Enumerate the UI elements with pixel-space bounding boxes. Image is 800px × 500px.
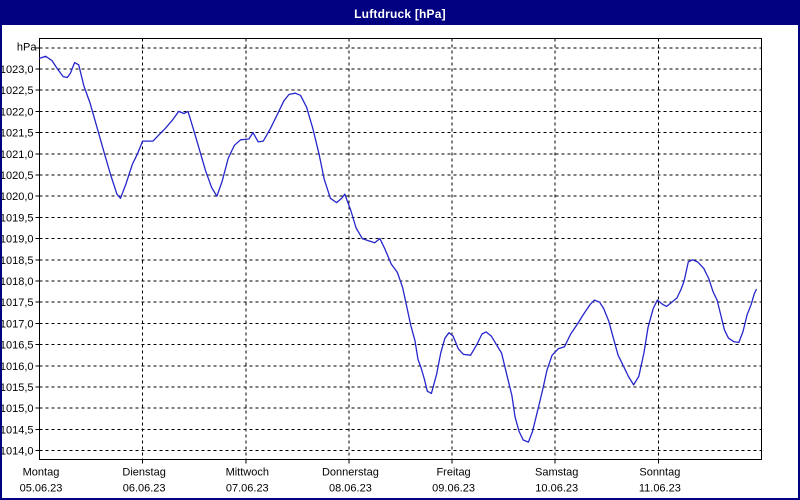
- y-tick-label: 1022,5: [2, 85, 34, 97]
- y-tick-label: 1016,5: [2, 340, 34, 352]
- x-day-label: Dienstag: [122, 467, 165, 479]
- y-tick-label: 1018,5: [2, 255, 34, 267]
- plot-frame: [39, 38, 762, 460]
- window-title: Luftdruck [hPa]: [354, 6, 446, 21]
- x-date-label: 11.06.23: [639, 483, 681, 495]
- x-day-label: Donnerstag: [322, 467, 379, 479]
- y-tick-label: 1017,0: [2, 318, 34, 330]
- pressure-chart: 1023,0 1022,5 1022,0 1021,5 1021,0 1020,5 1020…: [2, 25, 798, 498]
- y-tick-label: 1021,5: [2, 128, 34, 140]
- x-date-label: 07.06.23: [226, 483, 269, 495]
- y-tick-label: 1020,5: [2, 170, 34, 182]
- y-tick-label: 1015,0: [2, 403, 34, 415]
- y-tick-label: 1020,0: [2, 191, 34, 203]
- title-bar: Luftdruck [hPa]: [2, 2, 798, 25]
- y-tick-label: 1015,5: [2, 382, 34, 394]
- x-date-label: 05.06.23: [20, 483, 63, 495]
- y-tick-label: 1022,0: [2, 106, 34, 118]
- y-tick-label: 1014,0: [2, 446, 34, 458]
- x-date-label: 10.06.23: [535, 483, 578, 495]
- y-tick-label: 1016,0: [2, 361, 34, 373]
- x-day-label: Samstag: [535, 467, 578, 479]
- x-date-label: 08.06.23: [329, 483, 372, 495]
- chart-background: [2, 25, 798, 498]
- x-day-label: Mittwoch: [226, 467, 269, 479]
- x-day-label: Montag: [23, 467, 60, 479]
- x-day-label: Sonntag: [639, 467, 680, 479]
- x-day-label: Freitag: [436, 467, 470, 479]
- y-tick-label: 1017,5: [2, 297, 34, 309]
- y-tick-label: 1014,5: [2, 424, 34, 436]
- y-tick-label: 1019,5: [2, 212, 34, 224]
- y-tick-label: 1018,0: [2, 276, 34, 288]
- x-date-label: 09.06.23: [432, 483, 475, 495]
- y-tick-label: 1021,0: [2, 149, 34, 161]
- pressure-line: [38, 55, 757, 443]
- y-tick-label: 1019,0: [2, 234, 34, 246]
- chart-area: 1023,0 1022,5 1022,0 1021,5 1021,0 1020,5 1020…: [2, 25, 798, 498]
- x-date-label: 06.06.23: [123, 483, 166, 495]
- y-axis-unit-label: hPa: [17, 42, 37, 54]
- y-tick-label: 1023,0: [2, 64, 34, 76]
